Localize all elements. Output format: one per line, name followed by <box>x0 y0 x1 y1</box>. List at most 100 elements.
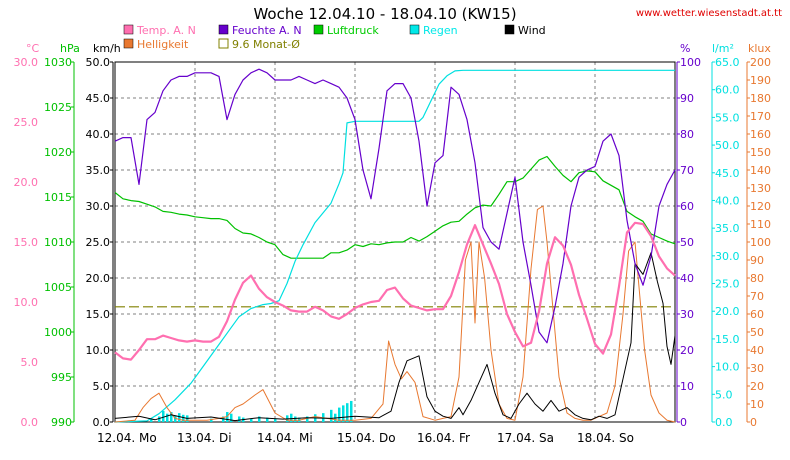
rain-bar <box>350 400 353 422</box>
brightness-tick-label: 140 <box>750 164 771 177</box>
x-tick-label: 17.04. Sa <box>497 431 554 445</box>
temp-tick-label: 10.0 <box>14 296 39 309</box>
pressure-tick-label: 1010 <box>44 236 72 249</box>
rain-tick-label: 50.0 <box>715 139 740 152</box>
brightness-tick-label: 70 <box>750 290 764 303</box>
rain-tick-label: 5.0 <box>715 388 733 401</box>
legend-swatch <box>218 24 229 35</box>
wind-axis-label: km/h <box>93 42 121 55</box>
brightness-tick-label: 180 <box>750 92 771 105</box>
rain-bar <box>274 418 277 422</box>
brightness-tick-label: 0 <box>750 416 757 429</box>
temp-tick-label: 25.0 <box>14 116 39 129</box>
rain-tick-label: 20.0 <box>715 305 740 318</box>
humidity-tick-label: 50 <box>680 236 694 249</box>
rain-tick-label: 0.0 <box>715 416 733 429</box>
rain-tick-label: 25.0 <box>715 278 740 291</box>
series-regen <box>114 69 675 423</box>
legend-label: Luftdruck <box>327 24 379 37</box>
pressure-tick-label: 990 <box>51 416 72 429</box>
humidity-tick-label: 90 <box>680 92 694 105</box>
legend-label: Regen <box>423 24 458 37</box>
brightness-tick-label: 190 <box>750 74 771 87</box>
pressure-axis-label: hPa <box>60 42 80 55</box>
series-temp-a-n <box>114 221 676 361</box>
humidity-tick-label: 60 <box>680 200 694 213</box>
wind-tick-label: 10.0 <box>86 344 111 357</box>
rain-bar <box>338 407 341 422</box>
brightness-tick-label: 10 <box>750 398 764 411</box>
legend-swatch <box>313 24 324 35</box>
rain-bar <box>170 412 173 422</box>
rain-tick-label: 15.0 <box>715 333 740 346</box>
pressure-tick-label: 1020 <box>44 146 72 159</box>
x-tick-label: 16.04. Fr <box>417 431 470 445</box>
wind-tick-label: 45.0 <box>86 92 111 105</box>
humidity-tick-label: 80 <box>680 128 694 141</box>
rain-bar <box>158 416 161 422</box>
pressure-tick-label: 1015 <box>44 191 72 204</box>
rain-tick-label: 45.0 <box>715 167 740 180</box>
wind-tick-label: 20.0 <box>86 272 111 285</box>
rain-bar <box>258 416 261 422</box>
legend-label: Wind <box>518 24 546 37</box>
chart-title: Woche 12.04.10 - 18.04.10 (KW15) <box>253 5 516 23</box>
temp-axis-label: °C <box>26 42 40 55</box>
humidity-tick-label: 100 <box>680 56 701 69</box>
brightness-axis-label: klux <box>748 42 771 55</box>
rain-bar <box>166 413 169 422</box>
x-tick-label: 18.04. So <box>577 431 634 445</box>
rain-bar <box>150 419 153 422</box>
humidity-tick-label: 70 <box>680 164 694 177</box>
wind-tick-label: 5.0 <box>93 380 111 393</box>
wind-tick-label: 35.0 <box>86 164 111 177</box>
brightness-tick-label: 40 <box>750 344 764 357</box>
rain-tick-label: 35.0 <box>715 222 740 235</box>
rain-tick-label: 65.0 <box>715 56 740 69</box>
grid <box>114 61 676 423</box>
legend-swatch <box>123 38 134 49</box>
wind-tick-label: 25.0 <box>86 236 111 249</box>
humidity-tick-label: 20 <box>680 344 694 357</box>
x-tick-label: 12.04. Mo <box>97 431 157 445</box>
rain-tick-label: 10.0 <box>715 361 740 374</box>
brightness-tick-label: 170 <box>750 110 771 123</box>
legend-swatch <box>504 24 515 35</box>
brightness-tick-label: 30 <box>750 362 764 375</box>
source-url: www.wetter.wiesenstadt.at.tt <box>636 8 782 19</box>
wind-tick-label: 0.0 <box>93 416 111 429</box>
pressure-tick-label: 995 <box>51 371 72 384</box>
rain-bar <box>178 413 181 422</box>
brightness-tick-label: 160 <box>750 128 771 141</box>
humidity-tick-label: 30 <box>680 308 694 321</box>
rain-bar <box>290 413 293 422</box>
brightness-tick-label: 130 <box>750 182 771 195</box>
brightness-tick-label: 50 <box>750 326 764 339</box>
humidity-tick-label: 40 <box>680 272 694 285</box>
pressure-tick-label: 1005 <box>44 281 72 294</box>
axes: °C0.05.010.015.020.025.030.0hPa990995100… <box>14 42 772 429</box>
rain-tick-label: 30.0 <box>715 250 740 263</box>
temp-tick-label: 5.0 <box>21 356 39 369</box>
x-tick-label: 13.04. Di <box>177 431 232 445</box>
rain-tick-label: 60.0 <box>715 84 740 97</box>
rain-bar <box>266 417 269 422</box>
brightness-tick-label: 150 <box>750 146 771 159</box>
x-axis-labels: 12.04. Mo 13.04. Di 14.04. Mi 15.04. Do 16.0… <box>97 431 634 445</box>
brightness-tick-label: 80 <box>750 272 764 285</box>
rain-bar <box>238 416 241 422</box>
temp-tick-label: 0.0 <box>21 416 39 429</box>
legend-label: Temp. A. N <box>136 24 196 37</box>
temp-tick-label: 30.0 <box>14 56 39 69</box>
plot-frame <box>114 61 676 423</box>
x-tick-label: 14.04. Mi <box>257 431 313 445</box>
rain-tick-label: 40.0 <box>715 194 740 207</box>
temp-tick-label: 20.0 <box>14 176 39 189</box>
wind-tick-label: 30.0 <box>86 200 111 213</box>
rain-bar <box>342 405 345 422</box>
rain-axis-label: l/m² <box>712 42 734 55</box>
brightness-tick-label: 90 <box>750 254 764 267</box>
rain-bar <box>306 416 309 422</box>
pressure-tick-label: 1000 <box>44 326 72 339</box>
